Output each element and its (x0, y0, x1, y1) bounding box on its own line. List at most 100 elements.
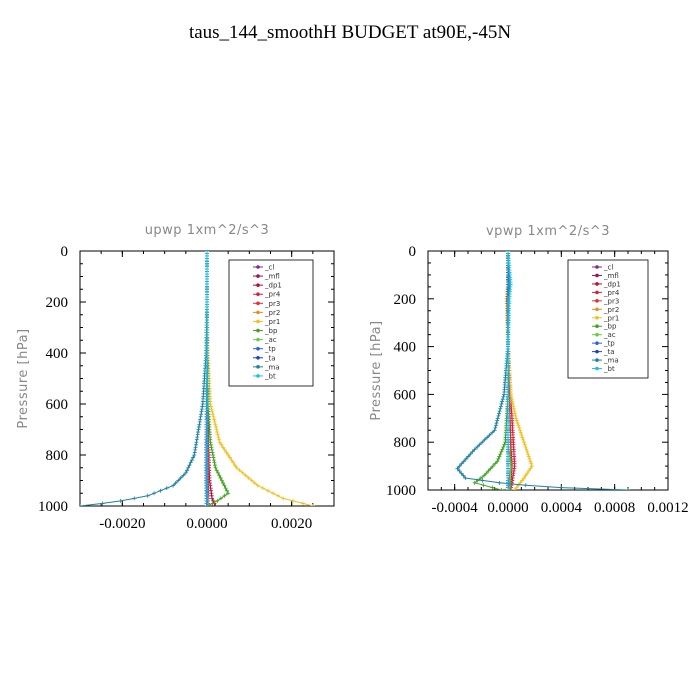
y-tick-label: 600 (394, 387, 417, 403)
series-marker (518, 428, 522, 433)
series-marker (181, 473, 186, 478)
series-marker (246, 475, 251, 480)
series-marker (499, 401, 504, 406)
x-tick-label: 0.0012 (647, 500, 688, 516)
legend-marker (595, 324, 599, 329)
series-marker (496, 413, 501, 418)
y-axis-label: Pressure [hPa] (16, 328, 31, 428)
series-marker (475, 444, 480, 449)
legend-marker (256, 365, 260, 369)
series-marker (199, 412, 204, 417)
series-marker (249, 478, 254, 483)
y-tick-label: 800 (46, 448, 69, 464)
series-marker (461, 473, 466, 478)
legend-label: _ta (603, 348, 615, 356)
series-marker (198, 414, 203, 419)
series-marker (183, 470, 188, 475)
legend-marker (256, 374, 260, 378)
series-marker (265, 488, 270, 493)
series-marker (457, 468, 462, 473)
series-marker (512, 409, 517, 414)
legend-marker (256, 310, 260, 315)
series-marker (463, 476, 468, 481)
series-marker (300, 501, 305, 506)
series-marker (526, 468, 531, 473)
series-marker (158, 488, 163, 493)
series-marker (209, 445, 214, 450)
series-marker (213, 504, 218, 506)
y-tick-label: 0 (61, 244, 69, 260)
series-marker (506, 488, 510, 490)
series-marker (164, 486, 169, 491)
series-marker (496, 456, 501, 461)
series-marker (193, 447, 198, 452)
series-marker (526, 452, 530, 457)
series-marker (213, 424, 218, 429)
series-marker (221, 445, 226, 450)
series-marker (188, 460, 193, 465)
series-marker (526, 454, 531, 459)
series-marker (193, 442, 198, 447)
series-marker (464, 456, 468, 461)
series-marker (518, 480, 523, 485)
series-marker (498, 452, 503, 457)
series-marker (276, 493, 281, 498)
y-tick-label: 600 (46, 397, 69, 413)
legend-marker (595, 299, 599, 303)
legend-label: _mfl (264, 273, 280, 281)
legend-label: _bp (264, 327, 278, 335)
x-tick-label: 0.0004 (541, 500, 583, 516)
legend-marker (595, 290, 599, 295)
panel-2: vpwp 1xm^2/s^3 Pressure [hPa] 0 200 400 600 80… (369, 224, 689, 516)
series-marker (522, 440, 526, 445)
series-marker (189, 458, 194, 463)
series-marker (524, 447, 529, 452)
legend-marker (595, 282, 599, 286)
panel-1: upwp 1xm^2/s^3 Pressure [hPa] 0 200 400 600 80… (16, 223, 335, 532)
y-tick-label: 800 (394, 435, 417, 451)
series-marker (459, 461, 464, 466)
series-marker (211, 498, 216, 503)
series-marker (493, 423, 498, 428)
series-marker (511, 406, 516, 411)
series-marker (512, 466, 517, 471)
series-group (455, 251, 630, 490)
series-marker (520, 435, 525, 440)
legend-label: _bp (603, 323, 617, 331)
series-marker (212, 463, 217, 468)
legend-label: _mfl (603, 272, 619, 280)
series-marker (499, 488, 504, 490)
series-marker (216, 470, 221, 475)
series-marker (492, 428, 497, 433)
series-marker (626, 488, 630, 490)
series-marker (486, 468, 491, 473)
series-marker (519, 433, 524, 438)
series-marker (484, 471, 489, 476)
series-marker (185, 468, 190, 473)
legend-marker (256, 274, 260, 278)
series-marker (205, 504, 210, 506)
series-marker (171, 483, 176, 488)
legend-marker (595, 265, 599, 269)
legend-label: _pr2 (603, 306, 619, 314)
series-marker (217, 437, 222, 442)
series-marker (214, 427, 219, 432)
series-marker (195, 432, 200, 437)
legend-marker (256, 283, 260, 287)
series-marker (512, 411, 517, 416)
legend-label: _tp (603, 340, 615, 348)
legend-marker (595, 332, 599, 337)
legend-marker (256, 319, 260, 324)
legend-label: _pr4 (264, 291, 281, 299)
series-marker (512, 464, 517, 469)
legend: _cl_mfl_dp1_pr4_pr3_pr2_pr1_bp_ac_tp_ta_… (228, 259, 314, 387)
series-marker (211, 455, 216, 460)
series-marker (490, 430, 495, 435)
subplot-title: vpwp 1xm^2/s^3 (486, 224, 610, 239)
series-marker (231, 460, 236, 465)
series-marker (215, 430, 220, 435)
series-marker (211, 458, 216, 463)
series-marker (198, 417, 203, 422)
legend-marker (256, 265, 260, 269)
series-marker (222, 447, 227, 452)
